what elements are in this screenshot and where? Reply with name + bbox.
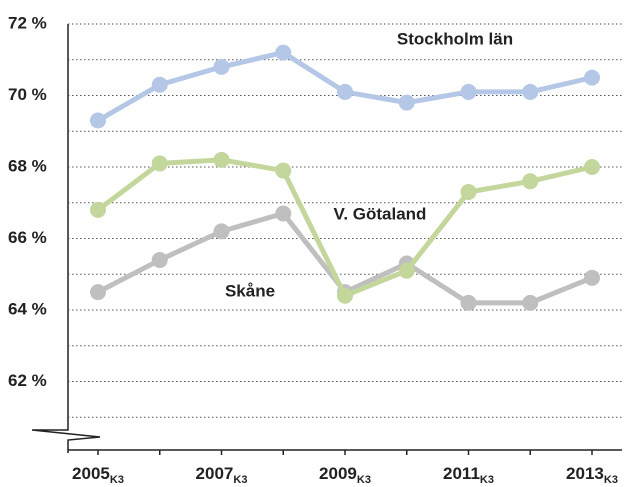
data-point (460, 83, 477, 100)
x-tick-label: 2011K3 (443, 464, 494, 485)
data-point (398, 94, 415, 111)
x-tick-label: 2013K3 (566, 464, 618, 485)
y-tick-label: 70 % (8, 85, 47, 104)
data-point (584, 269, 600, 286)
data-point (522, 294, 539, 311)
data-point (213, 151, 230, 168)
x-tick-label: 2009K3 (319, 464, 371, 485)
x-tick-subscript: K3 (357, 474, 371, 486)
y-tick-label: 68 % (8, 156, 47, 175)
data-point (213, 58, 230, 75)
series-label: V. Götaland (334, 204, 427, 223)
data-point (584, 69, 600, 86)
x-tick-subscript: K3 (233, 474, 247, 486)
series-line (96, 157, 593, 299)
y-axis-break (31, 24, 101, 453)
data-point (275, 44, 292, 61)
data-point (151, 76, 168, 93)
data-point (522, 83, 539, 100)
data-point (275, 205, 292, 222)
series-label: Stockholm län (397, 29, 513, 48)
y-tick-label: 62 % (8, 371, 47, 390)
x-tick-year: 2011 (443, 464, 480, 483)
y-tick-label: 64 % (8, 299, 47, 318)
data-point (90, 284, 106, 301)
x-tick-year: 2007 (196, 464, 234, 483)
data-point (151, 155, 168, 172)
x-tick-subscript: K3 (110, 474, 124, 486)
y-tick-label: 72 % (8, 13, 47, 32)
data-point (151, 251, 168, 268)
data-point (460, 294, 477, 311)
data-point (90, 112, 106, 129)
y-tick-label: 66 % (8, 228, 47, 247)
data-point (460, 184, 477, 201)
data-point (275, 162, 292, 179)
data-point (398, 262, 415, 279)
data-point (337, 287, 353, 304)
data-point (522, 173, 539, 190)
x-tick-subscript: K3 (480, 474, 494, 486)
data-point (584, 159, 600, 175)
x-tick-subscript: K3 (604, 474, 618, 486)
x-tick-year: 2013 (566, 464, 604, 483)
x-tick-year: 2009 (319, 464, 357, 483)
series-label: Skåne (225, 281, 275, 300)
x-tick-label: 2007K3 (196, 464, 248, 485)
x-tick-year: 2005 (72, 464, 110, 483)
data-point (337, 83, 353, 100)
data-point (90, 201, 106, 218)
x-tick-label: 2005K3 (72, 464, 124, 485)
data-point (213, 223, 230, 240)
